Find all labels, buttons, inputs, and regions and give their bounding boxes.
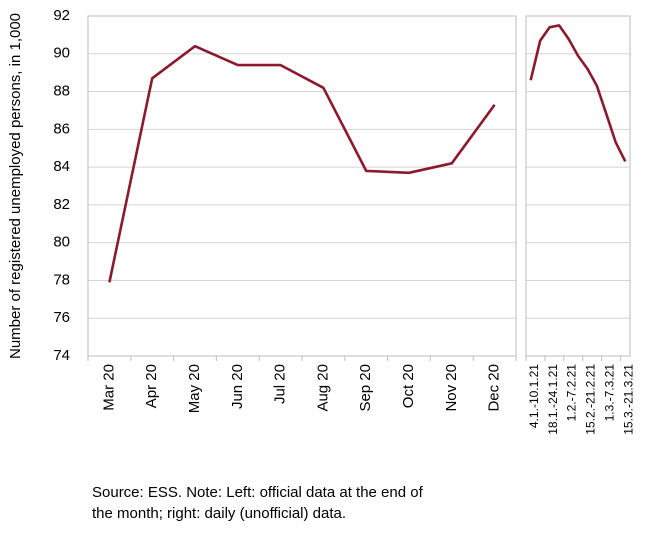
y-tick-label: 90 (53, 45, 70, 62)
x-tick-label: May 20 (186, 364, 203, 413)
y-tick-label: 88 (53, 83, 70, 100)
y-tick-label: 84 (53, 158, 70, 175)
note: Source: ESS. Note: Left: official data a… (92, 484, 424, 501)
x-tick-label: Jul 20 (272, 364, 289, 404)
x-tick-label: 18.1.-24.1.21 (546, 364, 560, 435)
x-tick-label: Dec 20 (486, 364, 503, 412)
x-tick-label: Apr 20 (143, 364, 160, 408)
plot-frame (87, 15, 517, 357)
y-tick-label: 74 (53, 347, 70, 364)
x-tick-label: 15.3.-21.3.21 (621, 364, 635, 435)
y-tick-label: 78 (53, 271, 70, 288)
y-tick-label: 82 (53, 196, 70, 213)
y-tick-label: 80 (53, 234, 70, 251)
x-tick-label: Oct 20 (400, 364, 417, 408)
x-tick-label: 1.3.-7.3.21 (603, 364, 617, 422)
x-tick-label: 15.2.-21.2.21 (584, 364, 598, 435)
x-tick-label: Nov 20 (443, 364, 460, 412)
y-tick-label: 76 (53, 309, 70, 326)
y-tick-label: 92 (53, 7, 70, 24)
x-tick-label: 4.1.-10.1.21 (527, 364, 541, 428)
y-tick-label: 86 (53, 120, 70, 137)
x-tick-label: Jun 20 (229, 364, 246, 409)
plot-frame (525, 15, 631, 357)
note: the month; right: daily (unofficial) dat… (92, 505, 346, 522)
x-tick-label: Mar 20 (100, 364, 117, 411)
data-line (108, 44, 496, 283)
x-tick-label: Sep 20 (357, 364, 374, 412)
x-tick-label: 1.2.-7.2.21 (565, 364, 579, 422)
x-tick-label: Aug 20 (314, 364, 331, 412)
data-line (529, 24, 627, 162)
y-axis-label: Number of registered unemployed persons,… (7, 13, 24, 359)
